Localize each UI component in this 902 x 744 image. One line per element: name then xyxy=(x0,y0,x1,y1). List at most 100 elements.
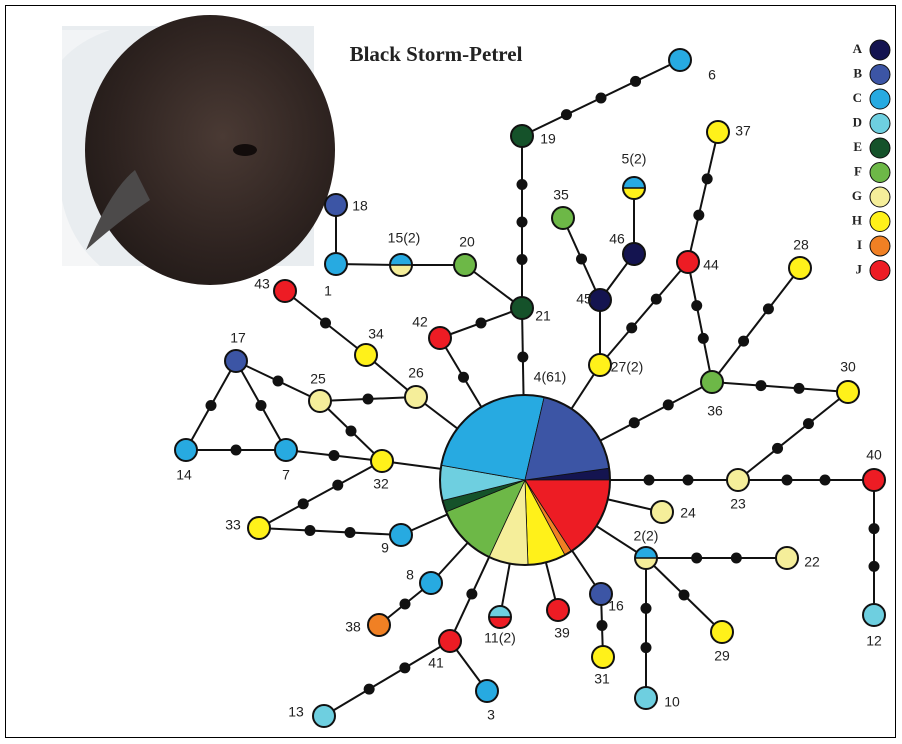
haplotype xyxy=(511,297,533,319)
node-label: 34 xyxy=(368,326,384,342)
node-label: 40 xyxy=(866,447,882,463)
node-label: 8 xyxy=(406,567,414,583)
median-vector xyxy=(399,662,410,673)
node-label: 25 xyxy=(310,371,326,387)
node-label: 39 xyxy=(554,625,570,641)
haplotype xyxy=(863,469,885,491)
node-label: 29 xyxy=(714,648,730,664)
legend-letter: H xyxy=(852,212,862,227)
median-vector xyxy=(869,561,880,572)
median-vector xyxy=(731,553,742,564)
haplotype xyxy=(837,381,859,403)
node-label: 33 xyxy=(225,517,241,533)
haplotype xyxy=(275,439,297,461)
node-label: 20 xyxy=(459,234,475,250)
median-vector xyxy=(683,475,694,486)
node-label: 13 xyxy=(288,704,304,720)
legend-swatch xyxy=(870,163,890,183)
node-label: 17 xyxy=(230,330,246,346)
legend-swatch xyxy=(870,187,890,207)
haplotype xyxy=(405,386,427,408)
median-vector xyxy=(630,76,641,87)
median-vector xyxy=(466,589,477,600)
median-vector xyxy=(772,443,783,454)
median-vector xyxy=(691,300,702,311)
median-vector xyxy=(576,254,587,265)
haplotype xyxy=(635,687,657,709)
node-label: 38 xyxy=(345,619,361,635)
haplotype xyxy=(429,327,451,349)
legend-letter: G xyxy=(852,188,862,203)
median-vector xyxy=(691,553,702,564)
haplotype xyxy=(325,194,347,216)
legend-letter: A xyxy=(853,41,863,56)
legend-swatch xyxy=(870,65,890,85)
legend-letter: F xyxy=(854,163,862,178)
node-label: 21 xyxy=(535,308,551,324)
median-vector xyxy=(517,179,528,190)
node-label: 23 xyxy=(730,496,746,512)
node-label: 31 xyxy=(594,671,610,687)
haplotype xyxy=(175,439,197,461)
median-vector xyxy=(346,426,357,437)
median-vector xyxy=(693,210,704,221)
node-label: 6 xyxy=(708,67,716,83)
median-vector xyxy=(363,394,374,405)
haplotype xyxy=(476,680,498,702)
haplotype xyxy=(511,125,533,147)
median-vector xyxy=(782,475,793,486)
node-label: 1 xyxy=(324,283,332,299)
legend-swatch xyxy=(870,236,890,256)
haplotype xyxy=(368,614,390,636)
haplotype xyxy=(623,243,645,265)
median-vector xyxy=(597,620,608,631)
node-label: 43 xyxy=(254,276,270,292)
haplotype xyxy=(863,604,885,626)
median-vector xyxy=(329,450,340,461)
haplotype xyxy=(274,280,296,302)
median-vector xyxy=(400,599,411,610)
median-vector xyxy=(273,376,284,387)
median-vector xyxy=(755,380,766,391)
node-label: 19 xyxy=(540,131,556,147)
haplotype xyxy=(390,524,412,546)
node-label: 37 xyxy=(735,123,751,139)
node-label: 28 xyxy=(793,237,809,253)
median-vector xyxy=(644,475,655,486)
median-vector xyxy=(364,684,375,695)
haplotype xyxy=(309,390,331,412)
haplotype xyxy=(589,354,611,376)
median-vector xyxy=(476,318,487,329)
median-vector xyxy=(256,400,267,411)
median-vector xyxy=(651,294,662,305)
median-vector xyxy=(641,603,652,614)
median-vector xyxy=(626,322,637,333)
legend-swatch xyxy=(870,89,890,109)
legend-swatch xyxy=(870,212,890,232)
median-vector xyxy=(561,109,572,120)
node-label: 12 xyxy=(866,633,882,649)
haplotype xyxy=(651,501,673,523)
haplotype xyxy=(707,121,729,143)
legend-swatch xyxy=(870,114,890,134)
node-label: 41 xyxy=(428,655,444,671)
haplotype xyxy=(776,547,798,569)
legend-swatch xyxy=(870,138,890,158)
median-vector xyxy=(803,418,814,429)
median-vector xyxy=(206,400,217,411)
node-label: 22 xyxy=(804,554,820,570)
median-vector xyxy=(794,383,805,394)
node-label: 35 xyxy=(553,187,569,203)
node-label: 44 xyxy=(703,257,719,273)
node-label: 5(2) xyxy=(622,151,647,167)
node-label: 15(2) xyxy=(388,230,421,246)
median-vector xyxy=(517,217,528,228)
median-vector xyxy=(663,399,674,410)
haplotype xyxy=(325,253,347,275)
node-label: 9 xyxy=(381,540,389,556)
node-label: 10 xyxy=(664,694,680,710)
haplotype xyxy=(701,371,723,393)
median-vector xyxy=(698,333,709,344)
median-vector xyxy=(298,498,309,509)
legend-letter: B xyxy=(853,65,862,80)
